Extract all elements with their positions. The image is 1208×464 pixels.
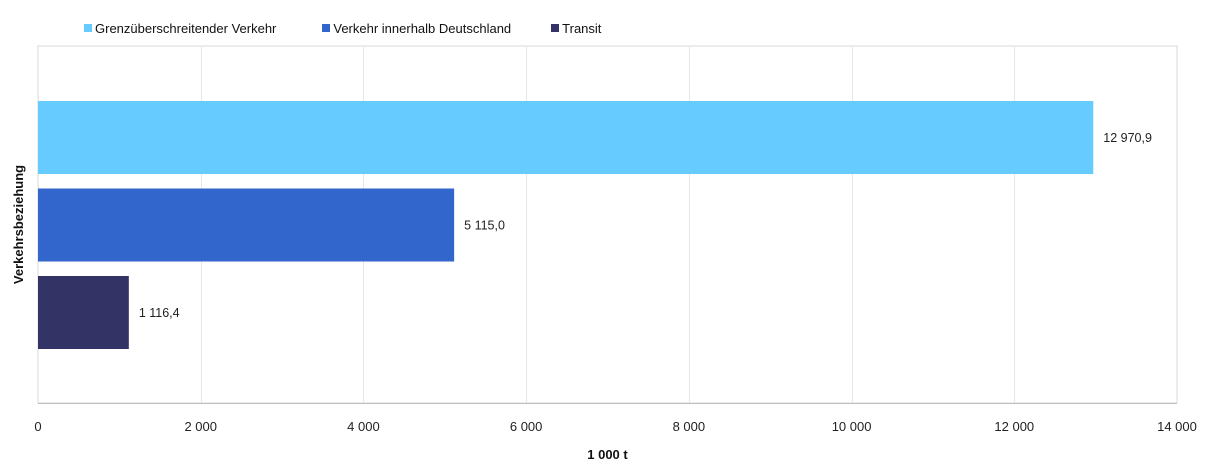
bar <box>38 276 129 349</box>
legend-swatch <box>84 24 92 32</box>
legend-label: Transit <box>562 20 602 36</box>
legend: Grenzüberschreitender Verkehr Verkehr in… <box>84 19 647 37</box>
data-label: 12 970,9 <box>1103 131 1152 145</box>
legend-item-innerhalb-deutschland: Verkehr innerhalb Deutschland <box>322 21 511 36</box>
data-label: 5 115,0 <box>464 219 505 233</box>
x-tick-label: 12 000 <box>994 419 1034 434</box>
x-tick-label: 4 000 <box>347 419 380 434</box>
legend-item-transit: Transit <box>551 21 601 36</box>
x-tick-label: 10 000 <box>832 419 872 434</box>
y-axis-title: Verkehrsbeziehung <box>11 165 26 284</box>
x-tick-label: 6 000 <box>510 419 543 434</box>
x-axis-title: 1 000 t <box>587 447 628 462</box>
bar <box>38 188 455 262</box>
legend-label: Verkehr innerhalb Deutschland <box>333 20 512 36</box>
x-tick-label: 8 000 <box>673 419 706 434</box>
legend-swatch <box>551 24 560 32</box>
data-label: 1 116,4 <box>139 306 180 320</box>
x-tick-label: 2 000 <box>184 419 217 434</box>
legend-label: Grenzüberschreitender Verkehr <box>95 20 277 36</box>
legend-item-grenzueberschreitend: Grenzüberschreitender Verkehr <box>84 21 276 36</box>
x-tick-label: 14 000 <box>1157 419 1197 434</box>
x-tick-label: 0 <box>34 419 41 434</box>
bar <box>38 101 1094 174</box>
legend-swatch <box>322 24 331 32</box>
